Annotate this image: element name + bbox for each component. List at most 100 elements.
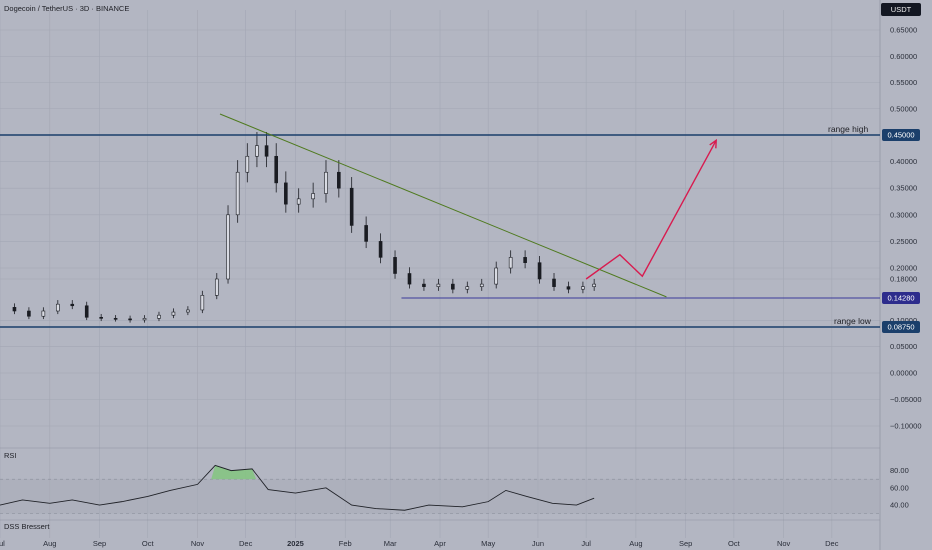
x-tick-label: 2025 [287,539,304,548]
y-tick-label: 0.10000 [890,316,917,325]
rsi-tick-label: 40.00 [890,501,909,510]
candle-body [592,283,596,287]
candle-body [255,145,259,157]
candle-body [200,295,205,311]
candle-body [465,286,470,290]
candle-body [214,278,219,296]
y-tick-label: 0.60000 [890,52,917,61]
candle-body [451,283,455,290]
x-tick-label: Aug [43,539,56,548]
candle-body [566,286,571,290]
price-badge-label: 0.08750 [887,323,914,332]
projection-path[interactable] [585,139,717,280]
candle-body [311,193,315,200]
y-tick-label: 0.05000 [890,342,917,351]
candle-body [226,214,230,280]
rsi-pane-label[interactable]: RSI [4,451,17,460]
candle-body [235,171,240,216]
y-tick-label: 0.40000 [890,157,917,166]
candle-body [393,257,397,274]
range-high-label: range high [828,124,869,134]
range-low-label: range low [834,316,871,326]
candle-body [142,318,147,321]
candle-body [56,303,60,312]
candle-body [186,309,190,313]
candle-body [494,267,499,285]
rsi-overbought-fill [211,465,257,480]
candle-body [552,278,556,287]
y-tick-label: 0.18000 [890,275,917,284]
x-tick-label: Jun [532,539,544,548]
x-tick-label: Mar [384,539,397,548]
y-tick-label: 0.50000 [890,104,917,113]
y-tick-label: 0.65000 [890,26,917,35]
symbol-title[interactable]: Dogecoin / TetherUS · 3D · BINANCE [4,4,130,13]
candle-body [364,225,368,242]
currency-button[interactable]: USDT [881,3,921,16]
candle-body [523,257,527,263]
candle-body [479,283,484,287]
x-tick-label: Jul [581,539,591,548]
x-tick-label: Aug [629,539,642,548]
candle-body [284,182,288,205]
candle-body [581,286,585,290]
candle-body [70,303,75,307]
x-tick-label: Jul [0,539,5,548]
candle-body [407,273,412,285]
price-badge-label: 0.14280 [887,294,914,303]
descending-trendline[interactable] [219,113,667,298]
projection-arrowhead [709,138,717,149]
x-tick-label: Nov [191,539,205,548]
y-tick-label: 0.35000 [890,184,917,193]
rsi-tick-label: 60.00 [890,483,909,492]
candle-body [436,283,441,287]
x-tick-label: Oct [142,539,155,548]
x-tick-label: Nov [777,539,791,548]
candle-body [99,316,103,319]
candle-body [537,262,542,280]
candle-body [12,307,17,312]
candle-body [337,171,341,189]
rsi-band [0,479,880,514]
x-tick-label: Apr [434,539,446,548]
y-tick-label: 0.00000 [890,369,917,378]
rsi-line[interactable] [0,464,595,511]
y-tick-label: 0.55000 [890,78,917,87]
x-tick-label: Dec [239,539,253,548]
candle-body [128,318,132,321]
dss-pane-label[interactable]: DSS Bressert [4,522,50,531]
candle-body [41,310,46,317]
price-badge [882,129,920,141]
x-tick-label: Oct [728,539,741,548]
candle-body [349,187,354,226]
x-tick-label: Dec [825,539,839,548]
y-tick-label: 0.20000 [890,264,917,273]
candle-body [157,314,161,319]
x-tick-label: Sep [679,539,692,548]
x-tick-label: Feb [339,539,352,548]
candle-body [324,171,328,194]
candle-body [113,318,118,320]
candle-body [84,305,89,318]
y-tick-label: 0.25000 [890,237,917,246]
candle-body [245,155,250,173]
candle-body [378,241,383,258]
price-badge [882,292,920,304]
x-tick-label: Sep [93,539,106,548]
price-badge-label: 0.45000 [887,131,914,140]
candle-body [27,310,31,317]
y-tick-label: −0.05000 [890,395,922,404]
candle-body [264,145,269,157]
price-badge [882,321,920,333]
x-tick-label: May [481,539,495,548]
candle-body [274,155,279,184]
rsi-tick-label: 80.00 [890,466,909,475]
y-tick-label: −0.10000 [890,422,922,431]
y-tick-label: 0.30000 [890,210,917,219]
candle-body [296,198,301,205]
candle-body [422,283,426,287]
candle-body [508,257,513,269]
candle-body [171,311,176,316]
